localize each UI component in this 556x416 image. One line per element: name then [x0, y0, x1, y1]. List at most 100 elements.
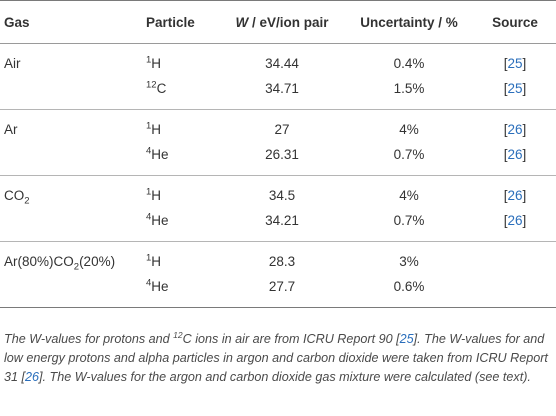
gas-name: Ar(80%)CO: [4, 254, 74, 269]
w-values-table: Gas Particle W / eV/ion pair Uncertainty…: [0, 0, 556, 308]
gas-cell: CO2: [0, 175, 146, 208]
uncertainty-cell: 4%: [344, 109, 474, 142]
w-value-cell: 26.31: [265, 147, 299, 162]
table-row: Air 1H 34.44 0.4% [25]: [0, 44, 556, 77]
header-w-unit: / eV/ion pair: [248, 14, 329, 30]
particle-cell: 1H: [146, 175, 220, 208]
particle-symbol: H: [151, 56, 162, 71]
caption-text-3: ]. The W-values for and low energy proto…: [4, 332, 548, 384]
source-reference-link[interactable]: 26: [507, 122, 523, 137]
caption-text-1: The W-values for protons and: [4, 332, 174, 346]
w-value-cell: 34.21: [265, 213, 299, 228]
particle-symbol: H: [151, 254, 162, 269]
uncertainty-cell: 0.7%: [393, 213, 425, 228]
gas-group: CO2 1H 34.5 4% [26] 4He 34.21 0.7% [26]: [0, 175, 556, 242]
caption-reference-link[interactable]: 26: [25, 370, 40, 384]
source-reference-link[interactable]: 26: [507, 147, 523, 162]
particle-cell: 12C: [146, 76, 220, 110]
source-cell: [25]: [503, 81, 527, 96]
particle-symbol: H: [151, 188, 162, 203]
particle-symbol: H: [151, 122, 162, 137]
gas-cell: [0, 274, 146, 308]
table-row: 4He 34.21 0.7% [26]: [0, 208, 556, 242]
source-cell: [26]: [474, 109, 556, 142]
source-reference-link[interactable]: 25: [507, 56, 523, 71]
gas-cell: [0, 142, 146, 176]
w-value-cell: 28.3: [220, 241, 344, 274]
gas-cell: Air: [0, 44, 146, 77]
isotope-mass-number: 4: [146, 277, 152, 289]
gas-subscript: 2: [24, 195, 30, 207]
particle-cell: 1H: [146, 44, 220, 77]
particle-symbol: He: [151, 213, 169, 228]
uncertainty-cell: 0.4%: [393, 56, 425, 71]
particle-cell: 4He: [146, 274, 220, 308]
gas-name: Ar: [4, 122, 18, 137]
table-header: Gas Particle W / eV/ion pair Uncertainty…: [0, 0, 556, 44]
gas-name: CO: [4, 188, 25, 203]
gas-group: Ar 1H 27 4% [26] 4He 26.31 0.7% [26]: [0, 109, 556, 176]
table-caption: The W-values for protons and 12C ions in…: [4, 330, 552, 387]
table-row: Ar(80%)CO2(20%) 1H 28.3 3%: [0, 241, 556, 274]
particle-cell: 1H: [146, 109, 220, 142]
uncertainty-cell: 3%: [344, 241, 474, 274]
source-cell: [474, 274, 556, 308]
isotope-mass-number: 1: [146, 186, 152, 198]
particle-symbol: He: [151, 147, 169, 162]
gas-cell: [0, 76, 146, 110]
caption-isotope-number: 12: [173, 329, 183, 340]
header-w-symbol: W: [235, 14, 249, 30]
header-w: W / eV/ion pair: [220, 0, 344, 44]
gas-cell: Ar: [0, 109, 146, 142]
table-row: CO2 1H 34.5 4% [26]: [0, 175, 556, 208]
isotope-mass-number: 1: [146, 252, 152, 264]
w-value-cell: 34.5: [220, 175, 344, 208]
uncertainty-cell: 0.6%: [344, 274, 474, 308]
w-value-cell: 34.44: [265, 56, 299, 71]
gas-name: (20%): [79, 254, 116, 269]
w-value-cell: 27.7: [220, 274, 344, 308]
particle-symbol: He: [151, 279, 169, 294]
gas-cell: Ar(80%)CO2(20%): [0, 241, 146, 274]
source-reference-link[interactable]: 26: [507, 213, 523, 228]
isotope-mass-number: 12: [146, 79, 157, 91]
particle-cell: 4He: [146, 142, 220, 176]
source-cell: [474, 241, 556, 274]
header-source: Source: [474, 0, 556, 44]
source-cell: [26]: [503, 147, 527, 162]
isotope-mass-number: 4: [146, 211, 152, 223]
gas-cell: [0, 208, 146, 242]
caption-reference-link[interactable]: 25: [399, 332, 414, 346]
source-cell: [25]: [503, 56, 527, 71]
particle-symbol: C: [156, 81, 167, 96]
particle-cell: 4He: [146, 208, 220, 242]
source-reference-link[interactable]: 26: [507, 188, 523, 203]
table-row: 4He 26.31 0.7% [26]: [0, 142, 556, 176]
caption-text-4: ]. The W-values for the argon and carbon…: [39, 370, 531, 384]
header-row: Gas Particle W / eV/ion pair Uncertainty…: [0, 0, 556, 44]
particle-cell: 1H: [146, 241, 220, 274]
uncertainty-cell: 0.7%: [393, 147, 425, 162]
table-row: Ar 1H 27 4% [26]: [0, 109, 556, 142]
source-cell: [26]: [474, 175, 556, 208]
source-reference-link[interactable]: 25: [507, 81, 523, 96]
gas-name: Air: [4, 56, 21, 71]
caption-text-2: C ions in air are from ICRU Report 90 [: [182, 332, 400, 346]
isotope-mass-number: 1: [146, 54, 152, 66]
table-row: 4He 27.7 0.6%: [0, 274, 556, 308]
source-cell: [26]: [503, 213, 527, 228]
gas-subscript: 2: [73, 261, 80, 273]
isotope-mass-number: 1: [146, 120, 152, 132]
uncertainty-cell: 1.5%: [393, 81, 425, 96]
gas-group: Ar(80%)CO2(20%) 1H 28.3 3% 4He 27.7 0.6%: [0, 241, 556, 308]
uncertainty-cell: 4%: [344, 175, 474, 208]
header-particle: Particle: [146, 0, 220, 44]
w-value-cell: 34.71: [265, 81, 299, 96]
w-value-cell: 27: [220, 109, 344, 142]
header-gas: Gas: [0, 0, 146, 44]
table-row: 12C 34.71 1.5% [25]: [0, 76, 556, 110]
isotope-mass-number: 4: [146, 145, 152, 157]
gas-group: Air 1H 34.44 0.4% [25] 12C 34.71 1.5% [25]: [0, 44, 556, 110]
header-uncertainty: Uncertainty / %: [344, 0, 474, 44]
